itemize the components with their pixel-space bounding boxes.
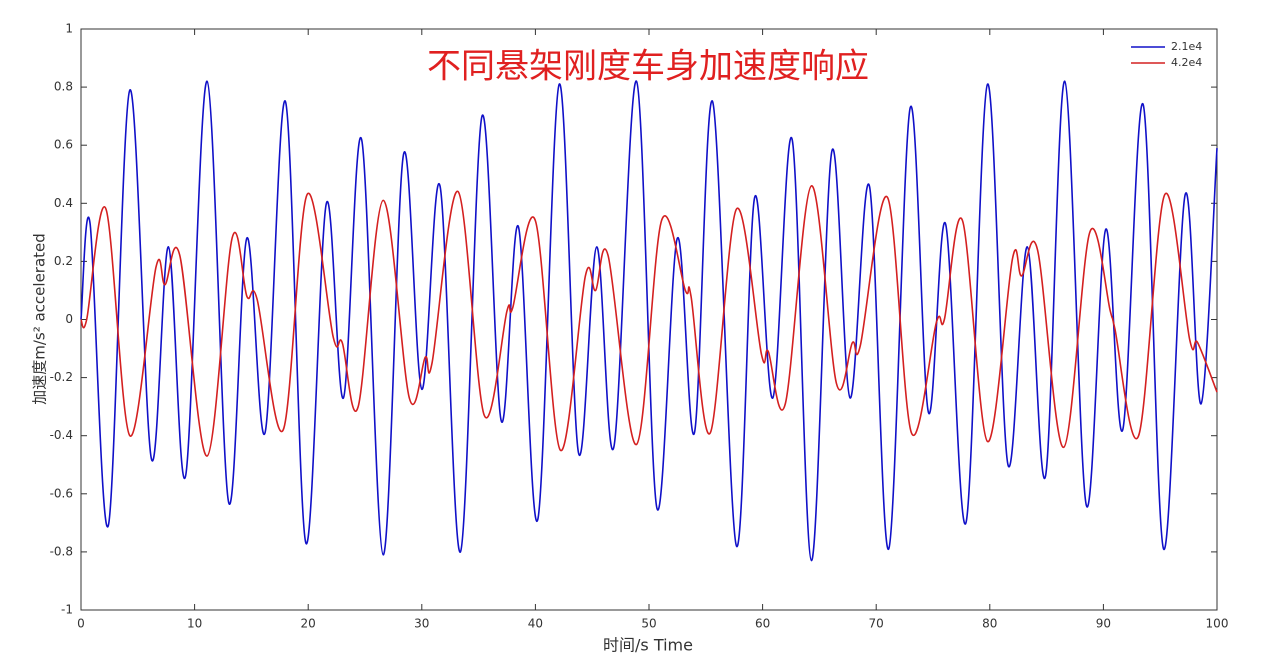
y-tick-label: 1	[65, 22, 73, 36]
x-tick-label: 70	[869, 617, 884, 631]
x-tick-label: 20	[301, 617, 316, 631]
y-tick-label: 0.8	[54, 80, 73, 94]
y-tick-label: -0.4	[50, 428, 73, 442]
chart-title: 不同悬架刚度车身加速度响应	[427, 47, 869, 87]
y-tick-label: 0	[65, 312, 73, 326]
y-tick-label: -0.6	[50, 486, 73, 500]
x-tick-label: 30	[414, 617, 429, 631]
y-tick-label: 0.6	[54, 138, 73, 152]
y-tick-label: -1	[61, 603, 73, 617]
y-tick-label: -0.2	[50, 370, 73, 384]
x-tick-label: 100	[1206, 617, 1229, 631]
x-axis-label: 时间/s Time	[603, 636, 693, 655]
x-tick-label: 60	[755, 617, 770, 631]
y-tick-label: 0.4	[54, 196, 73, 210]
x-tick-label: 80	[982, 617, 997, 631]
y-tick-label: 0.2	[54, 254, 73, 268]
series-line	[80, 80, 1218, 562]
x-tick-label: 40	[528, 617, 543, 631]
x-tick-label: 90	[1096, 617, 1111, 631]
x-tick-label: 50	[641, 617, 656, 631]
x-tick-label: 10	[187, 617, 202, 631]
y-tick-label: -0.8	[50, 544, 73, 558]
legend-label: 4.2e4	[1171, 56, 1202, 69]
y-axis-label: 加速度m/s² accelerated	[31, 233, 49, 405]
plot-area	[80, 28, 1218, 611]
x-tick-label: 0	[77, 617, 85, 631]
series-line	[80, 185, 1218, 457]
legend-label: 2.1e4	[1171, 40, 1202, 53]
